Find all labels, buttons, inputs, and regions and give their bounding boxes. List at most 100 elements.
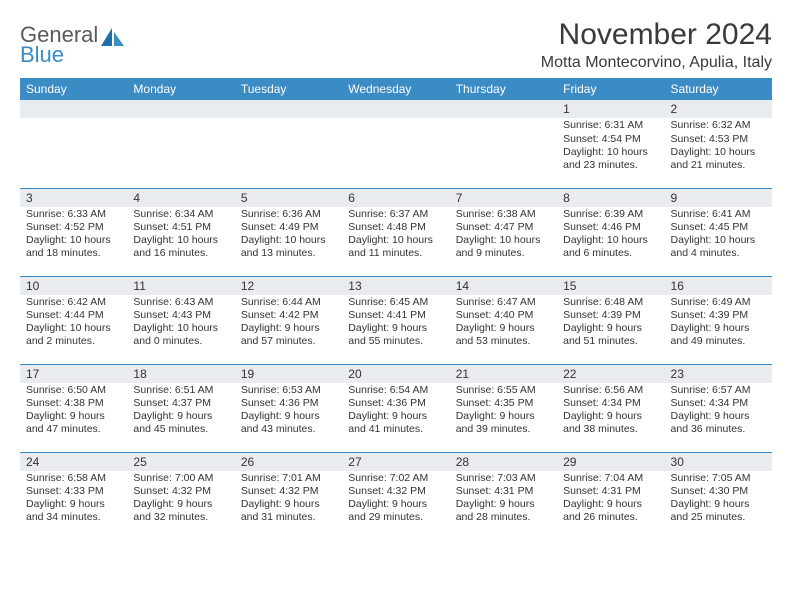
- day-details: Sunrise: 6:44 AMSunset: 4:42 PMDaylight:…: [235, 295, 342, 353]
- day-details: Sunrise: 6:42 AMSunset: 4:44 PMDaylight:…: [20, 295, 127, 353]
- day-details: Sunrise: 6:32 AMSunset: 4:53 PMDaylight:…: [665, 118, 772, 176]
- sunrise-text: Sunrise: 6:43 AM: [133, 296, 228, 309]
- day-number: 17: [20, 365, 127, 383]
- daylight-text: Daylight: 9 hours and 31 minutes.: [241, 498, 336, 524]
- calendar-cell: 24Sunrise: 6:58 AMSunset: 4:33 PMDayligh…: [20, 452, 127, 540]
- calendar-row: 1Sunrise: 6:31 AMSunset: 4:54 PMDaylight…: [20, 100, 772, 188]
- daylight-text: Daylight: 9 hours and 39 minutes.: [456, 410, 551, 436]
- daylight-text: Daylight: 9 hours and 29 minutes.: [348, 498, 443, 524]
- calendar-cell: 19Sunrise: 6:53 AMSunset: 4:36 PMDayligh…: [235, 364, 342, 452]
- day-details: Sunrise: 6:34 AMSunset: 4:51 PMDaylight:…: [127, 207, 234, 265]
- day-details: Sunrise: 6:49 AMSunset: 4:39 PMDaylight:…: [665, 295, 772, 353]
- day-details: Sunrise: 6:41 AMSunset: 4:45 PMDaylight:…: [665, 207, 772, 265]
- day-number: [235, 100, 342, 118]
- day-details: Sunrise: 7:00 AMSunset: 4:32 PMDaylight:…: [127, 471, 234, 529]
- calendar-cell: [20, 100, 127, 188]
- calendar-page: General Blue November 2024 Motta Monteco…: [0, 0, 792, 540]
- daylight-text: Daylight: 9 hours and 49 minutes.: [671, 322, 766, 348]
- day-number: [342, 100, 449, 118]
- calendar-cell: 16Sunrise: 6:49 AMSunset: 4:39 PMDayligh…: [665, 276, 772, 364]
- day-number: [450, 100, 557, 118]
- day-details: [342, 118, 449, 123]
- sunset-text: Sunset: 4:37 PM: [133, 397, 228, 410]
- calendar-cell: 2Sunrise: 6:32 AMSunset: 4:53 PMDaylight…: [665, 100, 772, 188]
- calendar-cell: 4Sunrise: 6:34 AMSunset: 4:51 PMDaylight…: [127, 188, 234, 276]
- day-details: Sunrise: 6:50 AMSunset: 4:38 PMDaylight:…: [20, 383, 127, 441]
- day-details: Sunrise: 6:47 AMSunset: 4:40 PMDaylight:…: [450, 295, 557, 353]
- daylight-text: Daylight: 9 hours and 28 minutes.: [456, 498, 551, 524]
- sunset-text: Sunset: 4:46 PM: [563, 221, 658, 234]
- day-number: 19: [235, 365, 342, 383]
- day-number: [127, 100, 234, 118]
- day-details: Sunrise: 6:33 AMSunset: 4:52 PMDaylight:…: [20, 207, 127, 265]
- daylight-text: Daylight: 10 hours and 23 minutes.: [563, 146, 658, 172]
- sunrise-text: Sunrise: 6:53 AM: [241, 384, 336, 397]
- sunrise-text: Sunrise: 6:54 AM: [348, 384, 443, 397]
- daylight-text: Daylight: 10 hours and 11 minutes.: [348, 234, 443, 260]
- sunrise-text: Sunrise: 7:05 AM: [671, 472, 766, 485]
- day-number: 12: [235, 277, 342, 295]
- sunrise-text: Sunrise: 7:03 AM: [456, 472, 551, 485]
- day-number: 21: [450, 365, 557, 383]
- daylight-text: Daylight: 9 hours and 57 minutes.: [241, 322, 336, 348]
- day-number: 20: [342, 365, 449, 383]
- month-title: November 2024: [541, 18, 772, 52]
- day-details: Sunrise: 6:56 AMSunset: 4:34 PMDaylight:…: [557, 383, 664, 441]
- sunset-text: Sunset: 4:47 PM: [456, 221, 551, 234]
- calendar-row: 3Sunrise: 6:33 AMSunset: 4:52 PMDaylight…: [20, 188, 772, 276]
- day-number: 7: [450, 189, 557, 207]
- day-number: 6: [342, 189, 449, 207]
- day-number: 25: [127, 453, 234, 471]
- sunrise-text: Sunrise: 6:37 AM: [348, 208, 443, 221]
- calendar-head: Sunday Monday Tuesday Wednesday Thursday…: [20, 78, 772, 100]
- sunset-text: Sunset: 4:41 PM: [348, 309, 443, 322]
- weekday-header: Tuesday: [235, 78, 342, 100]
- day-details: Sunrise: 6:51 AMSunset: 4:37 PMDaylight:…: [127, 383, 234, 441]
- day-details: Sunrise: 6:48 AMSunset: 4:39 PMDaylight:…: [557, 295, 664, 353]
- title-block: November 2024 Motta Montecorvino, Apulia…: [541, 18, 772, 72]
- calendar-cell: 6Sunrise: 6:37 AMSunset: 4:48 PMDaylight…: [342, 188, 449, 276]
- daylight-text: Daylight: 9 hours and 38 minutes.: [563, 410, 658, 436]
- day-number: 5: [235, 189, 342, 207]
- sunset-text: Sunset: 4:42 PM: [241, 309, 336, 322]
- day-details: Sunrise: 6:55 AMSunset: 4:35 PMDaylight:…: [450, 383, 557, 441]
- sunset-text: Sunset: 4:39 PM: [563, 309, 658, 322]
- day-details: Sunrise: 7:01 AMSunset: 4:32 PMDaylight:…: [235, 471, 342, 529]
- sunset-text: Sunset: 4:31 PM: [456, 485, 551, 498]
- day-number: 15: [557, 277, 664, 295]
- day-number: 8: [557, 189, 664, 207]
- day-details: Sunrise: 6:53 AMSunset: 4:36 PMDaylight:…: [235, 383, 342, 441]
- day-details: Sunrise: 7:03 AMSunset: 4:31 PMDaylight:…: [450, 471, 557, 529]
- sunrise-text: Sunrise: 6:51 AM: [133, 384, 228, 397]
- location-text: Motta Montecorvino, Apulia, Italy: [541, 54, 772, 72]
- daylight-text: Daylight: 9 hours and 51 minutes.: [563, 322, 658, 348]
- sunset-text: Sunset: 4:32 PM: [241, 485, 336, 498]
- daylight-text: Daylight: 10 hours and 4 minutes.: [671, 234, 766, 260]
- sunset-text: Sunset: 4:44 PM: [26, 309, 121, 322]
- brand-part2: Blue: [20, 44, 98, 66]
- calendar-cell: 20Sunrise: 6:54 AMSunset: 4:36 PMDayligh…: [342, 364, 449, 452]
- sunrise-text: Sunrise: 6:49 AM: [671, 296, 766, 309]
- daylight-text: Daylight: 9 hours and 55 minutes.: [348, 322, 443, 348]
- sunrise-text: Sunrise: 6:55 AM: [456, 384, 551, 397]
- daylight-text: Daylight: 10 hours and 6 minutes.: [563, 234, 658, 260]
- calendar-cell: 15Sunrise: 6:48 AMSunset: 4:39 PMDayligh…: [557, 276, 664, 364]
- sail-icon: [100, 26, 126, 53]
- calendar-table: Sunday Monday Tuesday Wednesday Thursday…: [20, 78, 772, 540]
- sunrise-text: Sunrise: 6:33 AM: [26, 208, 121, 221]
- daylight-text: Daylight: 10 hours and 0 minutes.: [133, 322, 228, 348]
- day-number: 4: [127, 189, 234, 207]
- day-details: Sunrise: 6:37 AMSunset: 4:48 PMDaylight:…: [342, 207, 449, 265]
- sunset-text: Sunset: 4:48 PM: [348, 221, 443, 234]
- sunset-text: Sunset: 4:33 PM: [26, 485, 121, 498]
- daylight-text: Daylight: 9 hours and 25 minutes.: [671, 498, 766, 524]
- sunrise-text: Sunrise: 6:57 AM: [671, 384, 766, 397]
- sunrise-text: Sunrise: 6:31 AM: [563, 119, 658, 132]
- day-number: 11: [127, 277, 234, 295]
- sunrise-text: Sunrise: 6:50 AM: [26, 384, 121, 397]
- day-details: Sunrise: 7:02 AMSunset: 4:32 PMDaylight:…: [342, 471, 449, 529]
- calendar-cell: 18Sunrise: 6:51 AMSunset: 4:37 PMDayligh…: [127, 364, 234, 452]
- day-number: 10: [20, 277, 127, 295]
- sunset-text: Sunset: 4:53 PM: [671, 133, 766, 146]
- daylight-text: Daylight: 10 hours and 13 minutes.: [241, 234, 336, 260]
